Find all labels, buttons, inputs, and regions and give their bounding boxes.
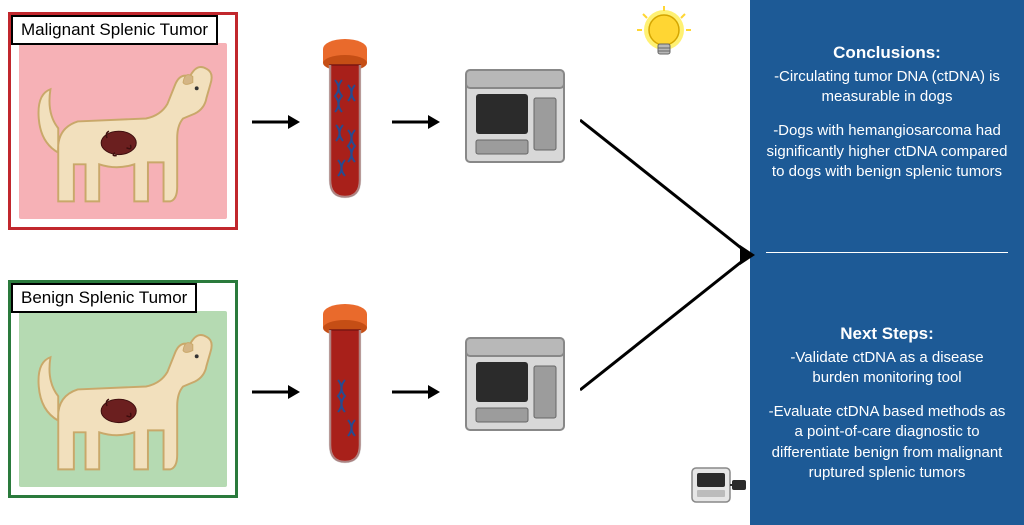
blood-tube-malignant [320, 35, 370, 205]
conclusions-block: Conclusions: -Circulating tumor DNA (ctD… [766, 42, 1008, 182]
nextsteps-heading: Next Steps: [766, 323, 1008, 346]
nextsteps-block: Next Steps: -Validate ctDNA as a disease… [766, 323, 1008, 483]
nextstep-item-1: -Validate ctDNA as a disease burden moni… [766, 348, 1008, 389]
sequencer-machine-icon [460, 62, 570, 172]
dog-silhouette-malignant [29, 53, 224, 223]
lightbulb-icon [635, 6, 693, 64]
dog-silhouette-benign [29, 321, 224, 491]
convergence-lines [580, 115, 755, 395]
benign-label: Benign Splenic Tumor [11, 283, 197, 313]
arrow-icon [250, 112, 300, 132]
sequencer-machine-icon [460, 330, 570, 440]
conclusions-panel: Conclusions: -Circulating tumor DNA (ctD… [750, 0, 1024, 525]
conclusion-item-2: -Dogs with hemangiosarcoma had significa… [766, 121, 1008, 182]
main-container: Malignant Splenic Tumor Benign Splenic T… [0, 0, 1024, 525]
arrow-icon [390, 112, 440, 132]
benign-box: Benign Splenic Tumor [8, 280, 238, 498]
panel-divider [766, 252, 1008, 253]
conclusions-heading: Conclusions: [766, 42, 1008, 65]
diagram-panel: Malignant Splenic Tumor Benign Splenic T… [0, 0, 750, 525]
handheld-device-icon [688, 462, 750, 510]
arrow-icon [390, 382, 440, 402]
malignant-box: Malignant Splenic Tumor [8, 12, 238, 230]
conclusion-item-1: -Circulating tumor DNA (ctDNA) is measur… [766, 67, 1008, 108]
malignant-label: Malignant Splenic Tumor [11, 15, 218, 45]
arrow-icon [250, 382, 300, 402]
blood-tube-benign [320, 300, 370, 470]
nextstep-item-2: -Evaluate ctDNA based methods as a point… [766, 402, 1008, 483]
